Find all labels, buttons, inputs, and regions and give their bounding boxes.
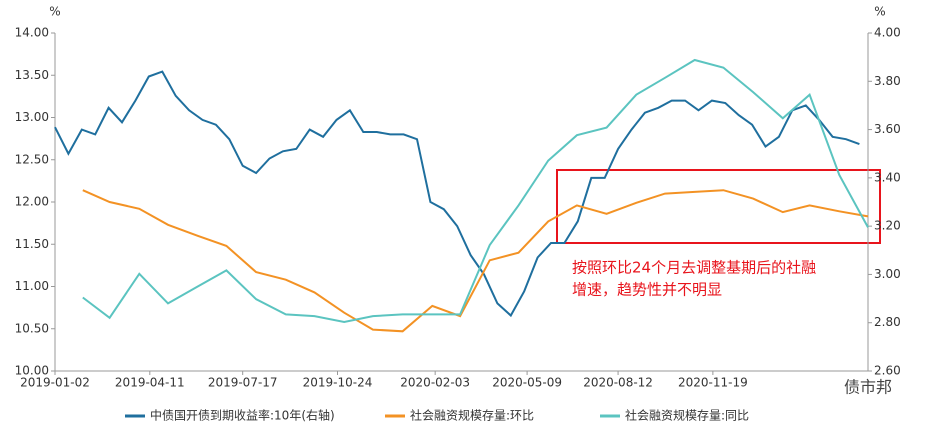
y-tick-label: 14.00 [15, 26, 49, 40]
y-tick-label: 10.50 [15, 321, 49, 335]
y-unit: % [49, 5, 60, 19]
legend-label: 中债国开债到期收益率:10年(右轴) [150, 408, 335, 423]
y2-tick-label: 3.20 [874, 219, 901, 233]
y2-tick-label: 3.00 [874, 267, 901, 281]
x-tick-label: 2019-01-02 [20, 376, 90, 390]
series-line [82, 189, 869, 333]
y-tick-label: 12.00 [15, 195, 49, 209]
legend-label: 社会融资规模存量:环比 [410, 408, 534, 423]
y2-tick-label: 3.40 [874, 170, 901, 184]
x-tick-label: 2019-07-17 [208, 376, 278, 390]
y2-tick-label: 3.80 [874, 74, 901, 88]
y-tick-label: 13.00 [15, 110, 49, 124]
annotation: 增速，趋势性并不明显 [572, 281, 722, 299]
x-tick-label: 2020-11-19 [678, 376, 748, 390]
highlight-box [556, 169, 881, 244]
y2-tick-label: 4.00 [874, 26, 901, 40]
x-tick-label: 2020-02-03 [400, 376, 470, 390]
y-tick-label: 13.50 [15, 68, 49, 82]
y2-unit: % [874, 5, 885, 19]
watermark: 债市邦 [844, 378, 892, 397]
annotation: 按照环比24个月去调整基期后的社融 [572, 259, 816, 277]
series-line [82, 58, 869, 324]
y-tick-label: 12.50 [15, 152, 49, 166]
series-line [54, 70, 860, 318]
y2-tick-label: 3.60 [874, 122, 901, 136]
y-tick-label: 10.00 [15, 364, 49, 378]
y2-tick-label: 2.60 [874, 364, 901, 378]
x-tick-label: 2019-10-24 [303, 376, 373, 390]
x-tick-label: 2019-04-11 [115, 376, 185, 390]
y-tick-label: 11.00 [15, 279, 49, 293]
x-tick-label: 2020-08-12 [583, 376, 653, 390]
legend-label: 社会融资规模存量:同比 [625, 408, 749, 423]
y-tick-label: 11.50 [15, 237, 49, 251]
y2-tick-label: 2.80 [874, 315, 901, 329]
x-tick-label: 2020-05-09 [492, 376, 562, 390]
